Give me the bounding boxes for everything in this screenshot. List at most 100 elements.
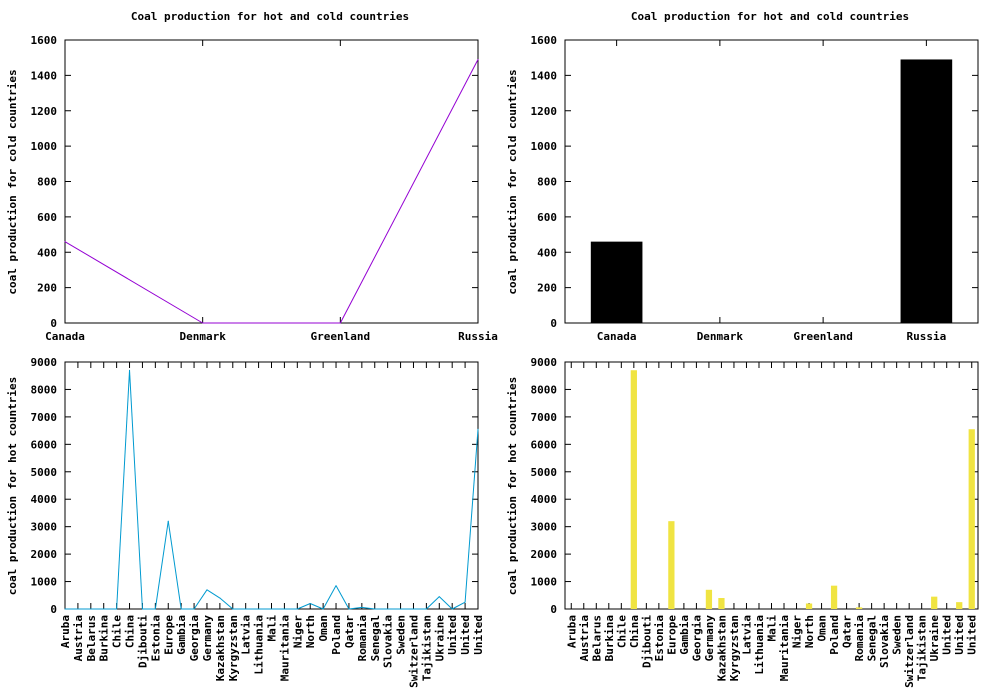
line-segment [116, 370, 131, 610]
data-point [219, 597, 221, 599]
x-tick-label: Russia [907, 330, 947, 343]
data-point [374, 608, 376, 610]
y-tick-label: 9000 [31, 356, 58, 369]
x-tick-label: United [472, 615, 485, 655]
y-tick-label: 1600 [31, 34, 58, 47]
bar [900, 59, 953, 324]
x-tick-label: Niger [291, 615, 304, 648]
data-point [477, 58, 479, 60]
line-segment [219, 597, 234, 610]
x-tick-label: Georgia [690, 615, 703, 661]
y-axis-label: coal production for hot countries [506, 377, 519, 596]
x-tick-label: Tajikistan [420, 615, 433, 681]
y-tick-label: 7000 [31, 411, 58, 424]
x-tick-label: Senegal [866, 615, 879, 661]
line-segment [438, 596, 453, 610]
y-tick-label: 2000 [31, 548, 58, 561]
x-tick-label: Oman [317, 615, 330, 642]
data-point [283, 608, 285, 610]
y-tick-label: 8000 [531, 383, 558, 396]
x-tick-label: Estonia [149, 615, 162, 661]
y-tick-label: 5000 [531, 466, 558, 479]
x-tick-label: North [304, 615, 317, 648]
y-tick-label: 600 [37, 211, 57, 224]
x-tick-label: Austria [72, 615, 85, 661]
x-tick-label: Greenland [793, 330, 853, 343]
x-tick-label: Romania [356, 615, 369, 661]
y-axis-label: coal production for cold countries [506, 69, 519, 294]
x-tick-label: Mauritania [278, 615, 291, 681]
y-tick-label: 6000 [31, 438, 58, 451]
data-point [141, 608, 143, 610]
x-tick-label: Kyrgyzstan [227, 615, 240, 681]
y-tick-label: 0 [550, 603, 557, 616]
x-tick-label: Kyrgyzstan [728, 615, 741, 681]
x-tick-label: Mali [766, 615, 779, 642]
x-tick-label: Denmark [179, 330, 226, 343]
x-tick-label: Kazakhstan [715, 615, 728, 681]
x-tick-label: Mali [266, 615, 279, 642]
x-tick-label: Djibouti [136, 615, 149, 668]
x-tick-label: Austria [578, 615, 591, 661]
x-tick-label: Sweden [395, 615, 408, 655]
data-point [296, 608, 298, 610]
bar [830, 585, 838, 609]
y-tick-label: 400 [537, 246, 557, 259]
bar [630, 370, 637, 609]
x-tick-label: Ukraine [928, 615, 941, 662]
data-point [202, 322, 204, 324]
data-point [387, 608, 389, 610]
line-segment [322, 585, 337, 610]
y-tick-label: 1400 [531, 69, 558, 82]
x-tick-label: Europe [162, 615, 175, 655]
line-segment [361, 606, 375, 610]
x-tick-label: Lithuania [253, 615, 266, 675]
data-point [309, 603, 311, 605]
y-tick-label: 400 [37, 246, 57, 259]
data-point [348, 608, 350, 610]
x-tick-label: Chile [615, 615, 628, 648]
y-tick-label: 6000 [531, 438, 558, 451]
x-tick-label: Slovakia [382, 615, 395, 668]
x-tick-label: Burkina [603, 615, 616, 661]
x-tick-label: Oman [816, 615, 829, 642]
x-tick-label: Ukraine [433, 615, 446, 662]
plot-frame [64, 39, 479, 324]
x-tick-label: United [966, 615, 979, 655]
data-point [412, 608, 414, 610]
y-tick-label: 8000 [31, 383, 58, 396]
x-tick-label: Chile [111, 615, 124, 648]
y-tick-label: 4000 [531, 493, 558, 506]
y-tick-label: 800 [37, 176, 57, 189]
x-tick-label: China [628, 615, 641, 648]
data-point [180, 608, 182, 610]
y-tick-label: 1200 [531, 105, 558, 118]
x-tick-label: Belarus [85, 615, 98, 661]
y-tick-label: 3000 [31, 521, 58, 534]
line-segment [206, 589, 221, 599]
line-segment [297, 603, 311, 610]
data-point [64, 608, 66, 610]
chart-panel-1: Coal production for hot and cold countri… [6, 10, 498, 343]
x-tick-label: Qatar [841, 615, 854, 648]
data-point [64, 241, 66, 243]
data-point [232, 608, 234, 610]
x-tick-label: Sweden [891, 615, 904, 655]
data-point [206, 589, 208, 591]
line-segment [339, 59, 479, 324]
line-segment [335, 585, 350, 610]
line-segment [64, 241, 203, 324]
line-segment [348, 606, 362, 610]
data-point [271, 608, 272, 610]
chart-panel-2: Coal production for hot and cold countri… [506, 10, 979, 343]
x-tick-label: Mauritania [778, 615, 791, 681]
x-tick-label: Denmark [697, 330, 744, 343]
line-segment [154, 521, 169, 610]
x-tick-label: United [941, 615, 954, 655]
x-tick-label: Russia [458, 330, 498, 343]
y-tick-label: 200 [37, 282, 57, 295]
bar [855, 607, 863, 609]
y-tick-label: 2000 [531, 548, 558, 561]
data-point [258, 608, 260, 610]
x-tick-label: Kazakhstan [214, 615, 227, 681]
